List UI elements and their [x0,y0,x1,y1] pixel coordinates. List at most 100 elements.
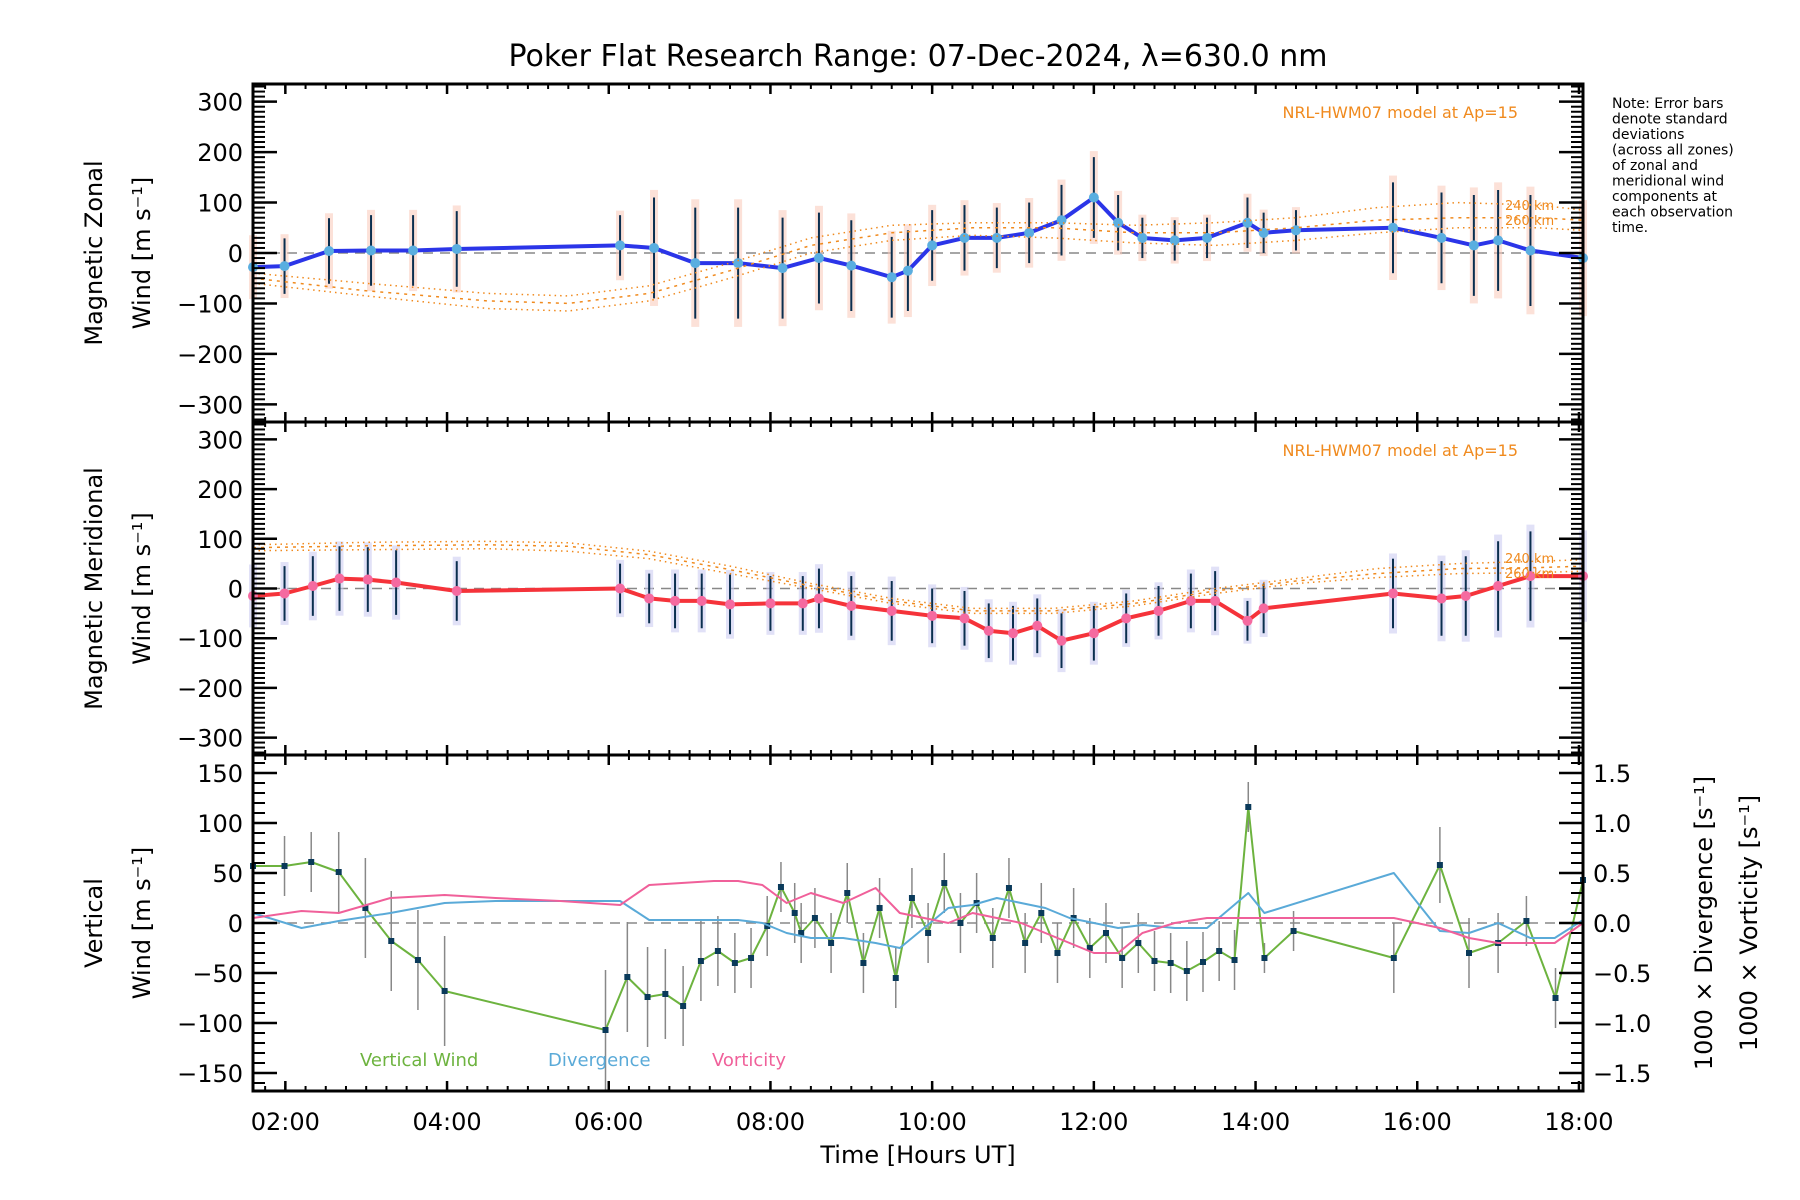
data-point [1032,620,1043,631]
x-tick-label: 10:00 [898,1108,967,1136]
data-point [731,960,738,966]
data-point [777,884,784,890]
note-line: each observation [1612,205,1733,221]
model-label: NRL-HWM07 model at Ap=15 [1282,441,1518,460]
data-point [670,595,681,606]
data-point [1183,968,1190,974]
data-point [696,595,707,606]
data-point [1388,588,1398,599]
data-point [408,245,419,256]
y-tick-label: −100 [177,290,243,318]
data-point [733,258,744,269]
y-tick-label: −200 [177,341,243,369]
data-point [1169,235,1180,246]
y-tick-label: 100 [197,190,243,218]
data-point [1493,235,1504,246]
x-tick-labels: 02:00 04:00 06:00 08:00 10:00 12:00 14:00 16:00… [251,1108,1614,1136]
data-point [846,260,857,271]
data-point [644,593,655,604]
data-point [791,910,798,916]
x-tick-label: 18:00 [1544,1108,1613,1136]
data-point [828,940,835,946]
data-point [1210,595,1221,606]
data-point [615,240,626,251]
y-tick-label: 0 [228,576,243,604]
panel-meridional: 300 200 100 0 −100 −200 −300 Magnetic Meridiona… [80,420,1588,757]
data-point [334,573,345,584]
data-point [1167,960,1174,966]
data-point [714,948,721,954]
data-point [813,593,824,604]
model-label: NRL-HWM07 model at Ap=15 [1282,103,1518,122]
right-tick-label: 0.0 [1593,910,1631,938]
plot-panels: 300 200 100 0 −100 −200 −300 Magnetic Zonal Wind… [80,82,1763,1136]
chart-title: Poker Flat Research Range: 07-Dec-2024, … [509,39,1328,74]
x-tick-label: 04:00 [412,1108,481,1136]
data-point [959,232,970,243]
data-point [1086,945,1093,951]
series-hwm07-280-km [252,547,1584,615]
data-point [697,958,704,964]
data-point [1056,635,1067,646]
series-line [252,880,1584,954]
y-tick-label: −100 [177,1010,243,1038]
y-tick-label: −300 [177,391,243,419]
y-tick-label: −50 [192,960,243,988]
note-line: meridional wind [1612,174,1724,190]
note-line: time. [1612,220,1648,236]
y-axis-title-line1: Magnetic Meridional [80,467,108,710]
data-point [1038,910,1045,916]
x-tick-label: 02:00 [251,1108,320,1136]
right-tick-label: −1.0 [1593,1010,1651,1038]
data-point [1113,217,1124,228]
data-point [1525,571,1536,582]
data-point [391,577,402,588]
series-line [252,547,1584,615]
data-point [1390,955,1397,961]
note-line: Note: Error bars [1612,96,1723,112]
data-point [811,915,818,921]
data-point [941,880,948,886]
data-point [1022,940,1029,946]
data-point [335,869,342,875]
data-point [1008,628,1018,639]
data-point [1137,232,1148,243]
data-point [748,955,755,961]
data-point [279,588,290,599]
altitude-label: 260 km [1505,214,1554,229]
altitude-label: 240 km [1505,552,1554,567]
legend-entry: Vorticity [712,1050,786,1071]
data-point [846,600,857,611]
right-tick-label: 1.5 [1593,760,1631,788]
data-point [797,598,808,609]
data-point [959,613,970,624]
data-point [441,988,448,994]
series-magnetic-meridional-wind [248,524,1588,673]
data-point [989,935,996,941]
data-point [1242,615,1253,626]
data-point [307,581,318,592]
x-tick-label: 06:00 [574,1108,643,1136]
series-vorticity [252,880,1584,954]
legend-entry: Vertical Wind [360,1050,478,1071]
data-point [1135,940,1142,946]
data-point [1202,232,1213,243]
data-point [860,960,867,966]
y-tick-label: 300 [197,89,243,117]
y-axis-title-line2: Wind [m s⁻¹] [128,177,156,329]
data-point [451,243,462,254]
data-point [1552,995,1559,1001]
data-point [366,245,377,256]
y-tick-label: −300 [177,725,243,753]
data-point [1185,595,1196,606]
right-tick-label: 1.0 [1593,810,1631,838]
series-hwm07-260-km [252,544,1584,612]
series-vertical-wind [250,782,1586,1090]
y-axis-title-line1: Magnetic Zonal [80,160,108,345]
note-line: denote standard [1612,112,1728,128]
data-point [362,574,373,585]
data-point [927,240,938,251]
data-point [281,863,288,869]
series-hwm07-260-km [252,216,1584,305]
y-axis-title-line2: Wind [m s⁻¹] [128,847,156,999]
